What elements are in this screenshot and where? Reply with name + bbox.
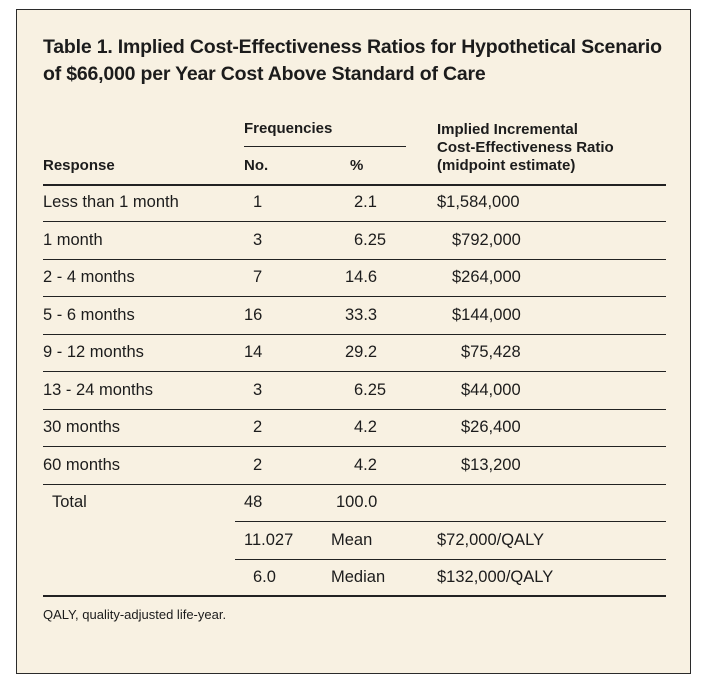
ratio-header-line2: Cost-Effectiveness Ratio [437,139,614,156]
row-divider [43,259,666,260]
mean-value: 11.027 [244,531,294,549]
row-2-ratio: $792,000 [452,231,521,249]
row-divider [43,334,666,335]
frequencies-rule [244,146,406,147]
row-5-pct: 29.2 [345,343,378,361]
row-7-pct: 4.2 [354,418,377,436]
row-7-no: 2 [253,418,263,436]
row-divider [43,446,666,447]
table-title: Table 1. Implied Cost-Effectiveness Rati… [43,36,662,85]
median-label: Median [331,568,386,586]
summary-divider [235,559,666,560]
ratio-header-line1: Implied Incremental [437,121,578,138]
row-2-no: 3 [253,231,263,249]
table-panel: Table 1. Implied Cost-Effectiveness Rati… [16,9,691,674]
row-1-response: Less than 1 month [43,193,179,211]
row-6-ratio: $44,000 [461,381,521,399]
row-1-no: 1 [253,193,263,211]
row-divider [43,296,666,297]
total-label: Total [52,493,87,511]
row-4-pct: 33.3 [345,306,378,324]
row-4-no: 16 [244,306,263,324]
row-2-pct: 6.25 [354,231,387,249]
frequencies-header: Frequencies [244,120,333,137]
median-value: 6.0 [253,568,276,586]
row-4-response: 5 - 6 months [43,306,135,324]
row-6-no: 3 [253,381,263,399]
bottom-rule [43,595,666,597]
header-rule [43,184,666,186]
row-8-ratio: $13,200 [461,456,521,474]
row-6-pct: 6.25 [354,381,387,399]
ratio-header-line3: (midpoint estimate) [437,157,576,174]
pct-header: % [350,157,364,174]
footnote: QALY, quality-adjusted life-year. [43,607,227,622]
row-3-response: 2 - 4 months [43,268,135,286]
row-7-ratio: $26,400 [461,418,521,436]
row-1-ratio: $1,584,000 [437,193,520,211]
row-5-response: 9 - 12 months [43,343,144,361]
row-5-ratio: $75,428 [461,343,521,361]
total-pct: 100.0 [336,493,378,511]
row-6-response: 13 - 24 months [43,381,154,399]
row-3-ratio: $264,000 [452,268,521,286]
row-divider [43,484,666,485]
row-3-pct: 14.6 [345,268,378,286]
row-1-pct: 2.1 [354,193,377,211]
mean-ratio: $72,000/QALY [437,531,545,549]
row-2-response: 1 month [43,231,103,249]
row-8-response: 60 months [43,456,121,474]
total-no: 48 [244,493,263,511]
row-divider [43,409,666,410]
row-4-ratio: $144,000 [452,306,521,324]
row-divider [43,221,666,222]
row-divider [43,371,666,372]
row-3-no: 7 [253,268,263,286]
row-8-pct: 4.2 [354,456,377,474]
no-header: No. [244,157,269,174]
response-header: Response [43,157,115,174]
mean-label: Mean [331,531,373,549]
row-5-no: 14 [244,343,263,361]
median-ratio: $132,000/QALY [437,568,554,586]
summary-divider [235,521,666,522]
row-7-response: 30 months [43,418,121,436]
row-8-no: 2 [253,456,263,474]
